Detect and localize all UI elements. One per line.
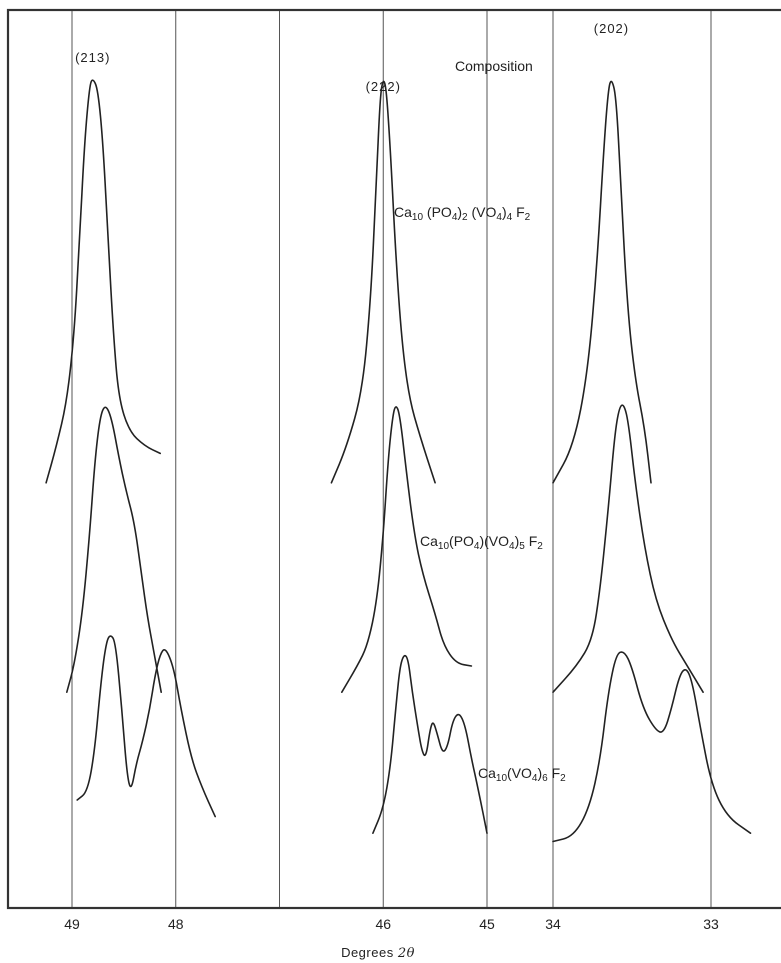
curve-ca10-po4-vo4-5f2-202	[552, 404, 704, 693]
peak-label-222: (222)	[366, 79, 401, 94]
composition-label-2: Ca10(PO4)(VO4)5 F2	[420, 533, 543, 552]
tick-label-45: 45	[479, 916, 495, 932]
plot-frame	[6, 8, 781, 910]
curve-ca10-po4-vo4-5f2-222	[341, 406, 473, 693]
curve-ca10-vo4-6f2-222	[372, 654, 488, 834]
legend-title: Composition	[455, 58, 533, 74]
tick-label-49: 49	[64, 916, 80, 932]
tick-label-46: 46	[375, 916, 391, 932]
curve-ca10-po4-vo4-5f2-213	[66, 406, 162, 693]
tick-label-33: 33	[703, 916, 719, 932]
tick-label-34: 34	[545, 916, 561, 932]
grid-lines	[71, 10, 712, 908]
annotations: (213) (222) (202) Composition Ca10 (PO4)2 (V…	[75, 21, 629, 784]
diffraction-curves	[45, 79, 752, 843]
curve-ca10-vo4-6f2-213	[76, 635, 216, 818]
curve-ca10-po4-2-vo4-4f2-202	[552, 80, 652, 484]
peak-label-213: (213)	[75, 50, 110, 65]
curve-ca10-po4-2-vo4-4f2-213	[45, 79, 161, 484]
curve-ca10-vo4-6f2-202	[552, 651, 752, 843]
composition-label-1: Ca10 (PO4)2 (VO4)4 F2	[394, 204, 531, 223]
curve-ca10-po4-2-vo4-4f2-222	[330, 80, 436, 484]
tick-label-48: 48	[168, 916, 184, 932]
composition-label-3: Ca10(VO4)6 F2	[478, 765, 566, 784]
x-axis: 49 48 46 45 34 33 Degrees 2θ	[64, 916, 719, 961]
peak-label-202: (202)	[594, 21, 629, 36]
x-axis-label: Degrees 2θ	[341, 945, 415, 961]
